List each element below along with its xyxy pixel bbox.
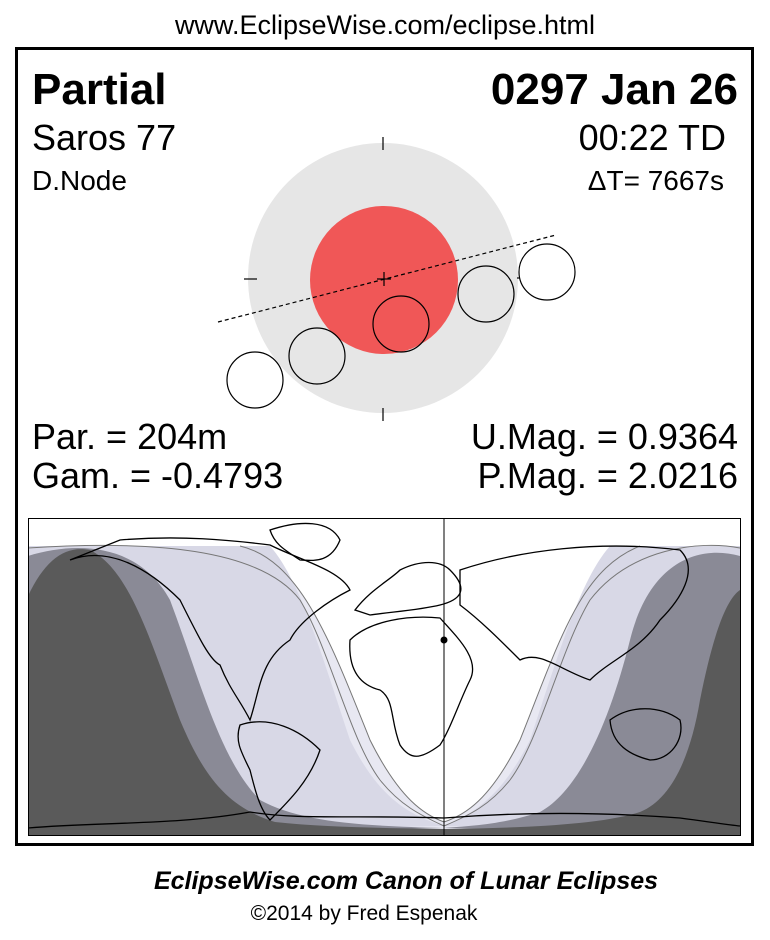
ecliptic-line (217, 234, 557, 323)
penumbral-band (28, 548, 740, 835)
night-region (28, 549, 740, 835)
greatest-eclipse-point (440, 636, 448, 644)
eclipse-time: 00:22 TD (579, 117, 726, 158)
moon-p1 (226, 351, 284, 409)
europe (353, 561, 462, 616)
header-url: www.EclipseWise.com/eclipse.html (174, 10, 595, 40)
eclipse-type: Partial (32, 65, 167, 114)
delta-t: ΔT= 7667s (588, 165, 724, 196)
greenland (269, 522, 341, 562)
australia (609, 708, 682, 761)
contact-curve-2 (28, 544, 740, 827)
south-america (237, 721, 321, 821)
footer-title: EclipseWise.com Canon of Lunar Eclipses (154, 867, 658, 895)
saros-number: Saros 77 (32, 117, 176, 158)
north-america (69, 537, 351, 722)
asia (459, 545, 689, 681)
penumbral-magnitude: P.Mag. = 2.0216 (477, 455, 738, 496)
eclipse-date: 0297 Jan 26 (491, 65, 738, 114)
moon-greatest (372, 295, 430, 353)
map-border (28, 518, 741, 836)
white-visible-region-cut (240, 546, 640, 822)
moon-u4 (457, 265, 515, 323)
partial-duration: Par. = 204m (32, 416, 227, 457)
coastlines (28, 522, 740, 829)
gamma: Gam. = -0.4793 (32, 455, 283, 496)
footer-copyright: ©2014 by Fred Espenak (251, 902, 478, 925)
shadow-diagram (217, 137, 576, 421)
umbral-magnitude: U.Mag. = 0.9364 (471, 416, 738, 457)
moon-p4 (518, 243, 576, 301)
visibility-map (28, 518, 741, 836)
node: D.Node (32, 165, 127, 196)
moon-u1 (288, 327, 346, 385)
antarctica (28, 811, 740, 829)
africa (349, 616, 474, 757)
